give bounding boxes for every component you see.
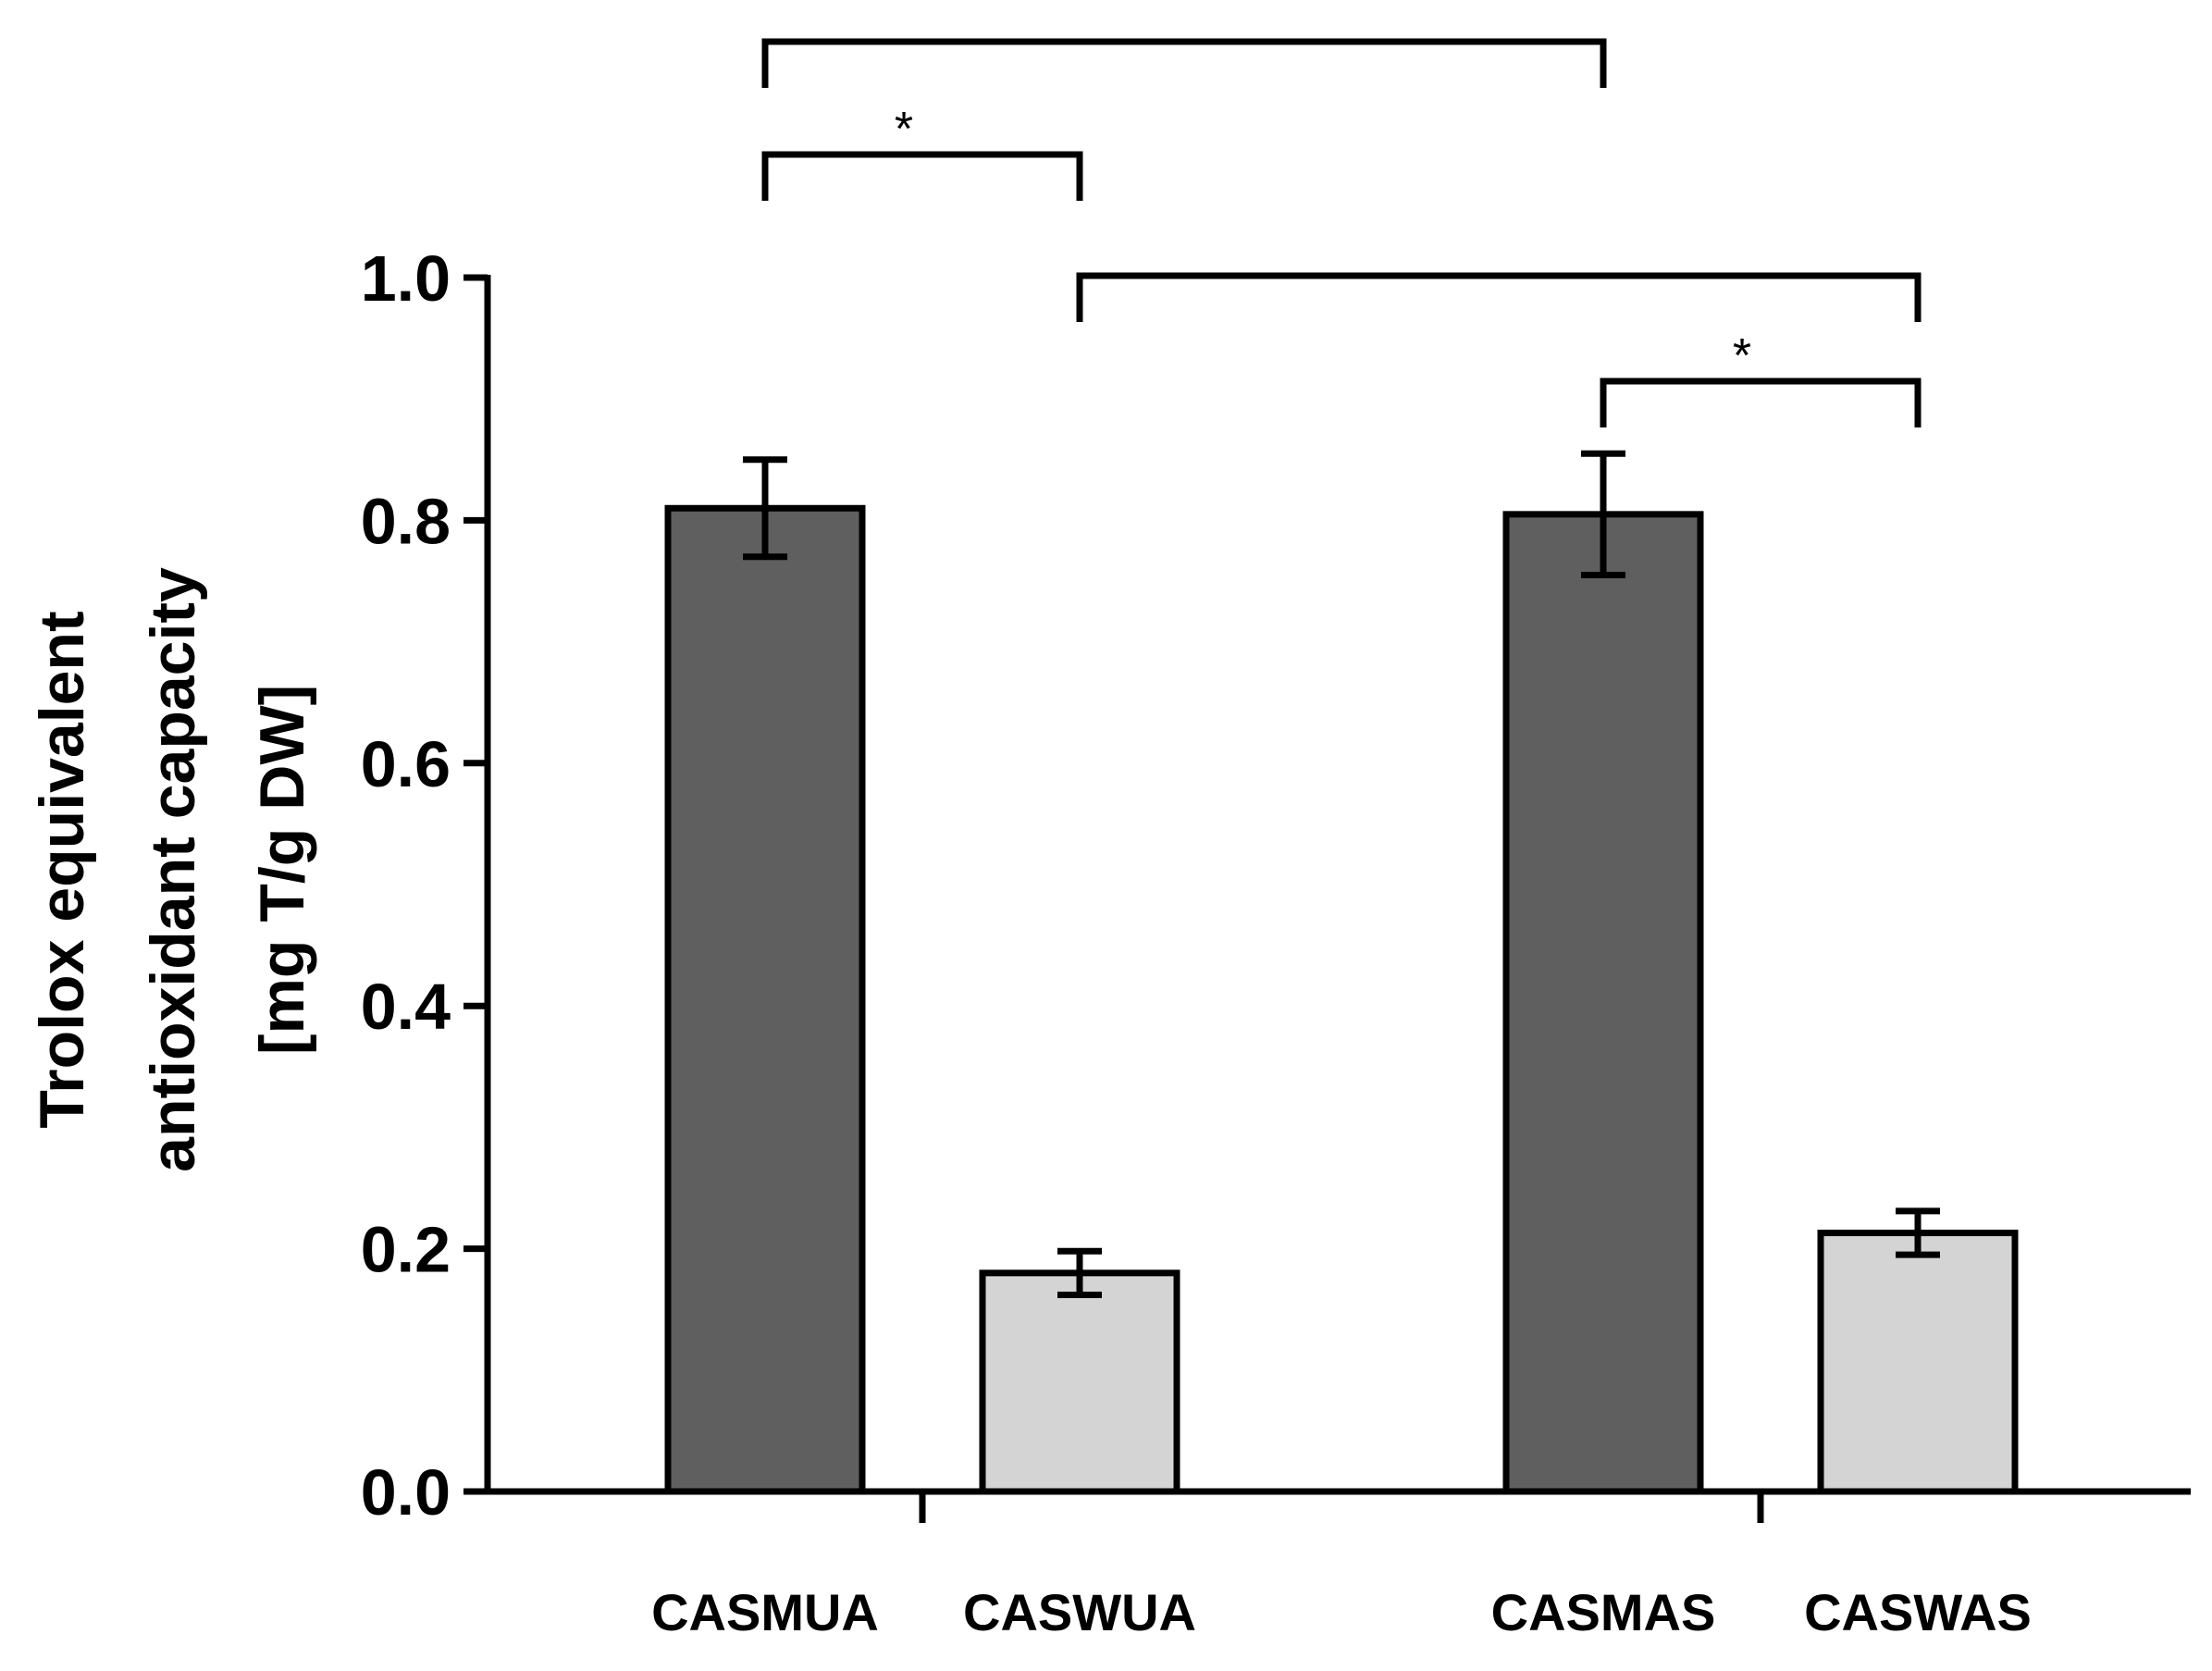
y-axis-label-line-2: antioxidant capacity <box>138 567 208 1172</box>
y-tick-label: 1.0 <box>361 242 451 315</box>
error-bar-caswua <box>1057 1247 1102 1298</box>
y-axis-label-line-3: [mg T/g DW] <box>247 685 317 1055</box>
y-tick-label: 0.6 <box>361 728 451 800</box>
bar-casmas <box>1502 511 1704 1495</box>
y-tick-label: 0.2 <box>361 1214 451 1286</box>
y-axis-label-line-1: Trolox equivalent <box>27 611 97 1128</box>
significance-bracket-casmua-caswua: * <box>761 103 1083 201</box>
error-bar-caswas <box>1896 1207 1940 1258</box>
x-tick-label-casmas: CASMAS <box>1491 1583 1716 1641</box>
significance-layer: ** <box>761 38 1922 427</box>
significance-bracket-caswua-caswas <box>1076 272 1922 322</box>
y-tick-label: 0.4 <box>361 971 451 1043</box>
error-bar-casmas <box>1581 450 1625 578</box>
significance-bracket-line <box>761 38 1607 88</box>
significance-bracket-line <box>1600 378 1922 427</box>
bar-caswas <box>1817 1230 2019 1495</box>
y-axis-label: Trolox equivalent antioxidant capacity [… <box>27 567 317 1172</box>
x-tick-label-caswas: CASWAS <box>1804 1583 2032 1641</box>
bars-layer <box>664 450 2019 1495</box>
error-bar-casmua <box>743 456 787 561</box>
significance-label: * <box>895 103 913 156</box>
significance-bracket-line <box>761 151 1083 201</box>
significance-bracket-line <box>1076 272 1922 322</box>
x-tick-label-casmua: CASMUA <box>651 1583 879 1641</box>
significance-bracket-casmas-caswas: * <box>1600 329 1922 427</box>
bar-caswua <box>979 1269 1180 1495</box>
axes-layer: CASMUA CASWUA CASMAS CASWAS 0.0 0.2 0.4 0.6 0.8 1… <box>361 242 2191 1641</box>
x-tick-label-caswua: CASWUA <box>963 1583 1196 1641</box>
bar-casmua <box>664 504 866 1495</box>
y-tick-label: 0.0 <box>361 1456 451 1529</box>
significance-bracket-casmua-casmas <box>761 38 1607 88</box>
significance-label: * <box>1733 329 1751 383</box>
y-tick-label: 0.8 <box>361 485 451 557</box>
